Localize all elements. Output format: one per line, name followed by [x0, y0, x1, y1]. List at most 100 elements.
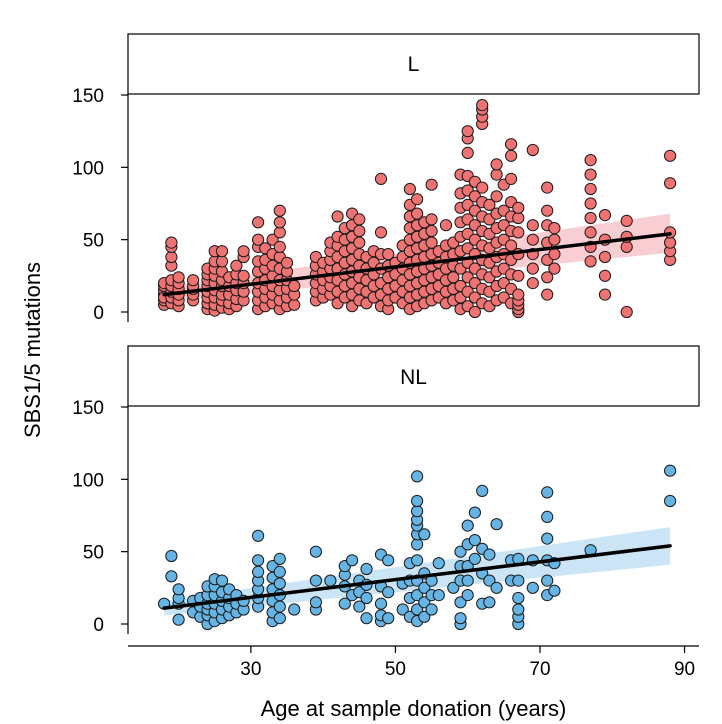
data-point-nl [483, 596, 496, 609]
data-point-l [584, 154, 597, 167]
data-point-nl [490, 518, 503, 531]
data-point-l [353, 236, 366, 249]
data-point-l [584, 226, 597, 239]
fit-line-l [162, 232, 672, 297]
data-point-l [548, 262, 561, 275]
data-point-nl [461, 574, 474, 587]
data-point-nl [411, 589, 424, 602]
data-point-l [187, 274, 200, 287]
x-tick-label: 70 [529, 659, 550, 680]
data-point-nl [454, 612, 467, 625]
data-point-l [505, 138, 518, 151]
data-point-nl [360, 562, 373, 576]
data-point-l [505, 149, 518, 162]
data-point-l [541, 288, 554, 301]
strip-nl [127, 345, 700, 407]
data-point-nl [541, 574, 554, 587]
data-point-nl [664, 494, 677, 508]
data-point-l [512, 201, 525, 214]
data-point-l [620, 240, 633, 253]
data-point-l [548, 248, 561, 261]
data-point-l [252, 233, 265, 246]
data-point-nl [461, 589, 474, 602]
y-ticks-nl: 0 50 100 150 [72, 398, 128, 636]
y-tick-label-nl: 0 [93, 615, 104, 636]
data-point-nl [483, 574, 496, 587]
data-point-l [584, 197, 597, 210]
data-point-nl [252, 565, 265, 579]
data-point-nl [309, 545, 322, 558]
data-point-l [512, 288, 525, 301]
data-point-nl [252, 554, 265, 567]
data-point-nl [215, 574, 229, 587]
data-point-nl [165, 570, 178, 583]
data-point-l [526, 262, 539, 275]
data-point-l [288, 279, 301, 293]
data-point-nl [418, 581, 431, 594]
data-point-l [425, 178, 438, 191]
data-point-l [526, 143, 539, 157]
data-point-nl [309, 574, 322, 587]
data-point-nl [252, 529, 265, 542]
data-point-l [476, 99, 489, 112]
data-point-nl [411, 505, 424, 518]
data-point-l [411, 193, 424, 206]
data-point-l [331, 210, 344, 223]
data-point-l [382, 248, 395, 261]
data-point-nl [411, 538, 424, 551]
data-point-l [280, 256, 294, 269]
plot-area-nl [158, 464, 677, 631]
data-point-nl [273, 552, 286, 566]
strip-l [127, 33, 700, 95]
data-point-l [541, 204, 554, 217]
data-point-l [165, 250, 178, 264]
data-point-l [526, 219, 539, 232]
data-point-nl [273, 565, 286, 579]
data-point-nl [273, 577, 286, 590]
y-tick-label-l: 50 [83, 231, 104, 252]
x-tick-label: 50 [385, 659, 406, 680]
data-point-nl [411, 494, 424, 508]
y-tick-label-nl: 50 [83, 543, 104, 564]
strip-label-l: L [408, 53, 420, 76]
data-point-nl [454, 596, 467, 609]
data-point-l [505, 172, 518, 185]
data-point-l [374, 172, 388, 185]
data-point-l [490, 190, 503, 203]
data-point-l [425, 224, 438, 238]
y-tick-label-l: 100 [72, 158, 104, 179]
data-point-nl [353, 600, 366, 613]
data-point-l [505, 239, 518, 252]
data-point-nl [425, 603, 438, 616]
data-point-l [664, 236, 677, 249]
data-point-l [584, 255, 597, 268]
data-point-l [526, 277, 539, 290]
strip-label-nl: NL [400, 366, 427, 389]
data-point-l [620, 214, 633, 227]
data-point-l [215, 245, 229, 258]
x-tick-label: 30 [240, 659, 261, 680]
plot-area-l [158, 99, 677, 319]
data-point-nl [447, 581, 460, 594]
data-point-l [353, 213, 366, 226]
data-point-nl [468, 534, 481, 547]
data-point-l [353, 224, 366, 238]
data-point-nl [483, 548, 496, 561]
data-point-l [541, 181, 554, 194]
data-point-l [598, 209, 612, 222]
fit-line-nl [162, 544, 672, 610]
data-point-nl [411, 470, 424, 483]
data-point-l [273, 216, 286, 229]
y-tick-label-l: 0 [93, 303, 104, 324]
data-point-nl [541, 532, 554, 545]
data-point-nl [541, 510, 554, 524]
data-point-l [598, 288, 612, 301]
data-point-nl [411, 554, 424, 567]
data-point-nl [418, 610, 431, 623]
data-point-nl [476, 484, 489, 497]
data-point-nl [346, 554, 359, 567]
data-point-l [230, 259, 243, 272]
data-point-l [620, 305, 633, 319]
data-point-nl [512, 603, 525, 616]
